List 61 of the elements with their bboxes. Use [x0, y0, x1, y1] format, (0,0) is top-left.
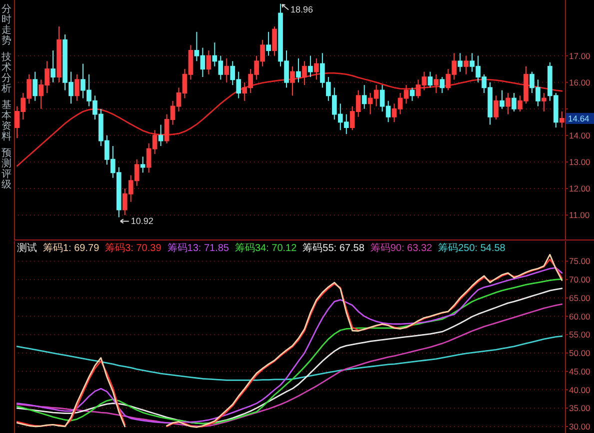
y-tick-label: 50.00	[569, 348, 591, 358]
candlestick	[140, 156, 146, 174]
candlestick	[434, 74, 439, 94]
chart-title: 测试	[17, 242, 37, 254]
candlestick	[494, 95, 498, 120]
candlestick	[542, 92, 546, 112]
candlestick	[464, 55, 469, 75]
candlestick	[512, 92, 516, 112]
y-tick-label: 60.00	[569, 311, 591, 322]
candlestick	[272, 26, 277, 56]
candlestick	[308, 55, 313, 78]
y-tick-label: 35.00	[569, 403, 591, 414]
y-tick-label: 17.00	[569, 50, 591, 61]
candlestick	[266, 31, 271, 56]
candlestick	[559, 111, 564, 128]
line-series	[16, 72, 563, 167]
text: 筹码3: 70.39	[105, 242, 162, 254]
annotation: 18.96	[290, 4, 314, 15]
candlestick	[206, 50, 212, 75]
candlestick	[362, 84, 367, 110]
annotation: 10.92	[130, 216, 154, 226]
candlestick	[32, 71, 38, 102]
text: 筹码13: 71.85	[167, 242, 230, 254]
text: 筹码1: 69.79	[43, 242, 100, 254]
candlestick	[428, 71, 433, 88]
y-tick-label: 75.00	[569, 256, 591, 266]
y-tick-label: 70.00	[569, 274, 591, 285]
candlestick	[50, 50, 56, 83]
y-tick-label: 55.00	[569, 330, 591, 340]
candlestick	[302, 60, 307, 86]
text: 预测评级	[2, 148, 12, 190]
y-tick-label: 65.00	[569, 292, 591, 303]
y-tick-label: 14.00	[569, 130, 591, 140]
y-tick-label: 11.00	[569, 210, 590, 220]
candlestick	[74, 74, 80, 102]
candlestick	[458, 52, 463, 72]
candlestick	[296, 58, 301, 83]
text: 技术分析	[0, 51, 12, 94]
y-tick-label: 30.00	[569, 421, 591, 432]
text: 分时走势	[2, 3, 12, 46]
candlestick	[314, 58, 319, 80]
text: 14.64	[568, 113, 590, 124]
candlestick	[290, 66, 295, 96]
candlestick	[158, 124, 164, 147]
candlestick	[500, 90, 504, 110]
y-tick-label: 12.00	[569, 184, 591, 194]
candlestick	[440, 76, 445, 94]
candlestick	[224, 58, 230, 83]
y-tick-label: 45.00	[569, 366, 591, 376]
y-tick-label: 13.00	[569, 156, 591, 167]
text: 筹码34: 70.12	[234, 242, 298, 254]
candlestick	[506, 92, 510, 115]
text: 筹码55: 67.58	[302, 242, 365, 254]
candlestick	[56, 26, 62, 83]
line-series	[16, 335, 563, 381]
y-tick-label: 40.00	[569, 384, 591, 395]
text: 筹码250: 54.58	[438, 242, 506, 254]
text: 筹码90: 63.32	[370, 242, 433, 254]
candlestick	[410, 87, 415, 102]
text: 基本资料	[2, 99, 12, 142]
y-tick-label: 16.00	[569, 77, 591, 88]
